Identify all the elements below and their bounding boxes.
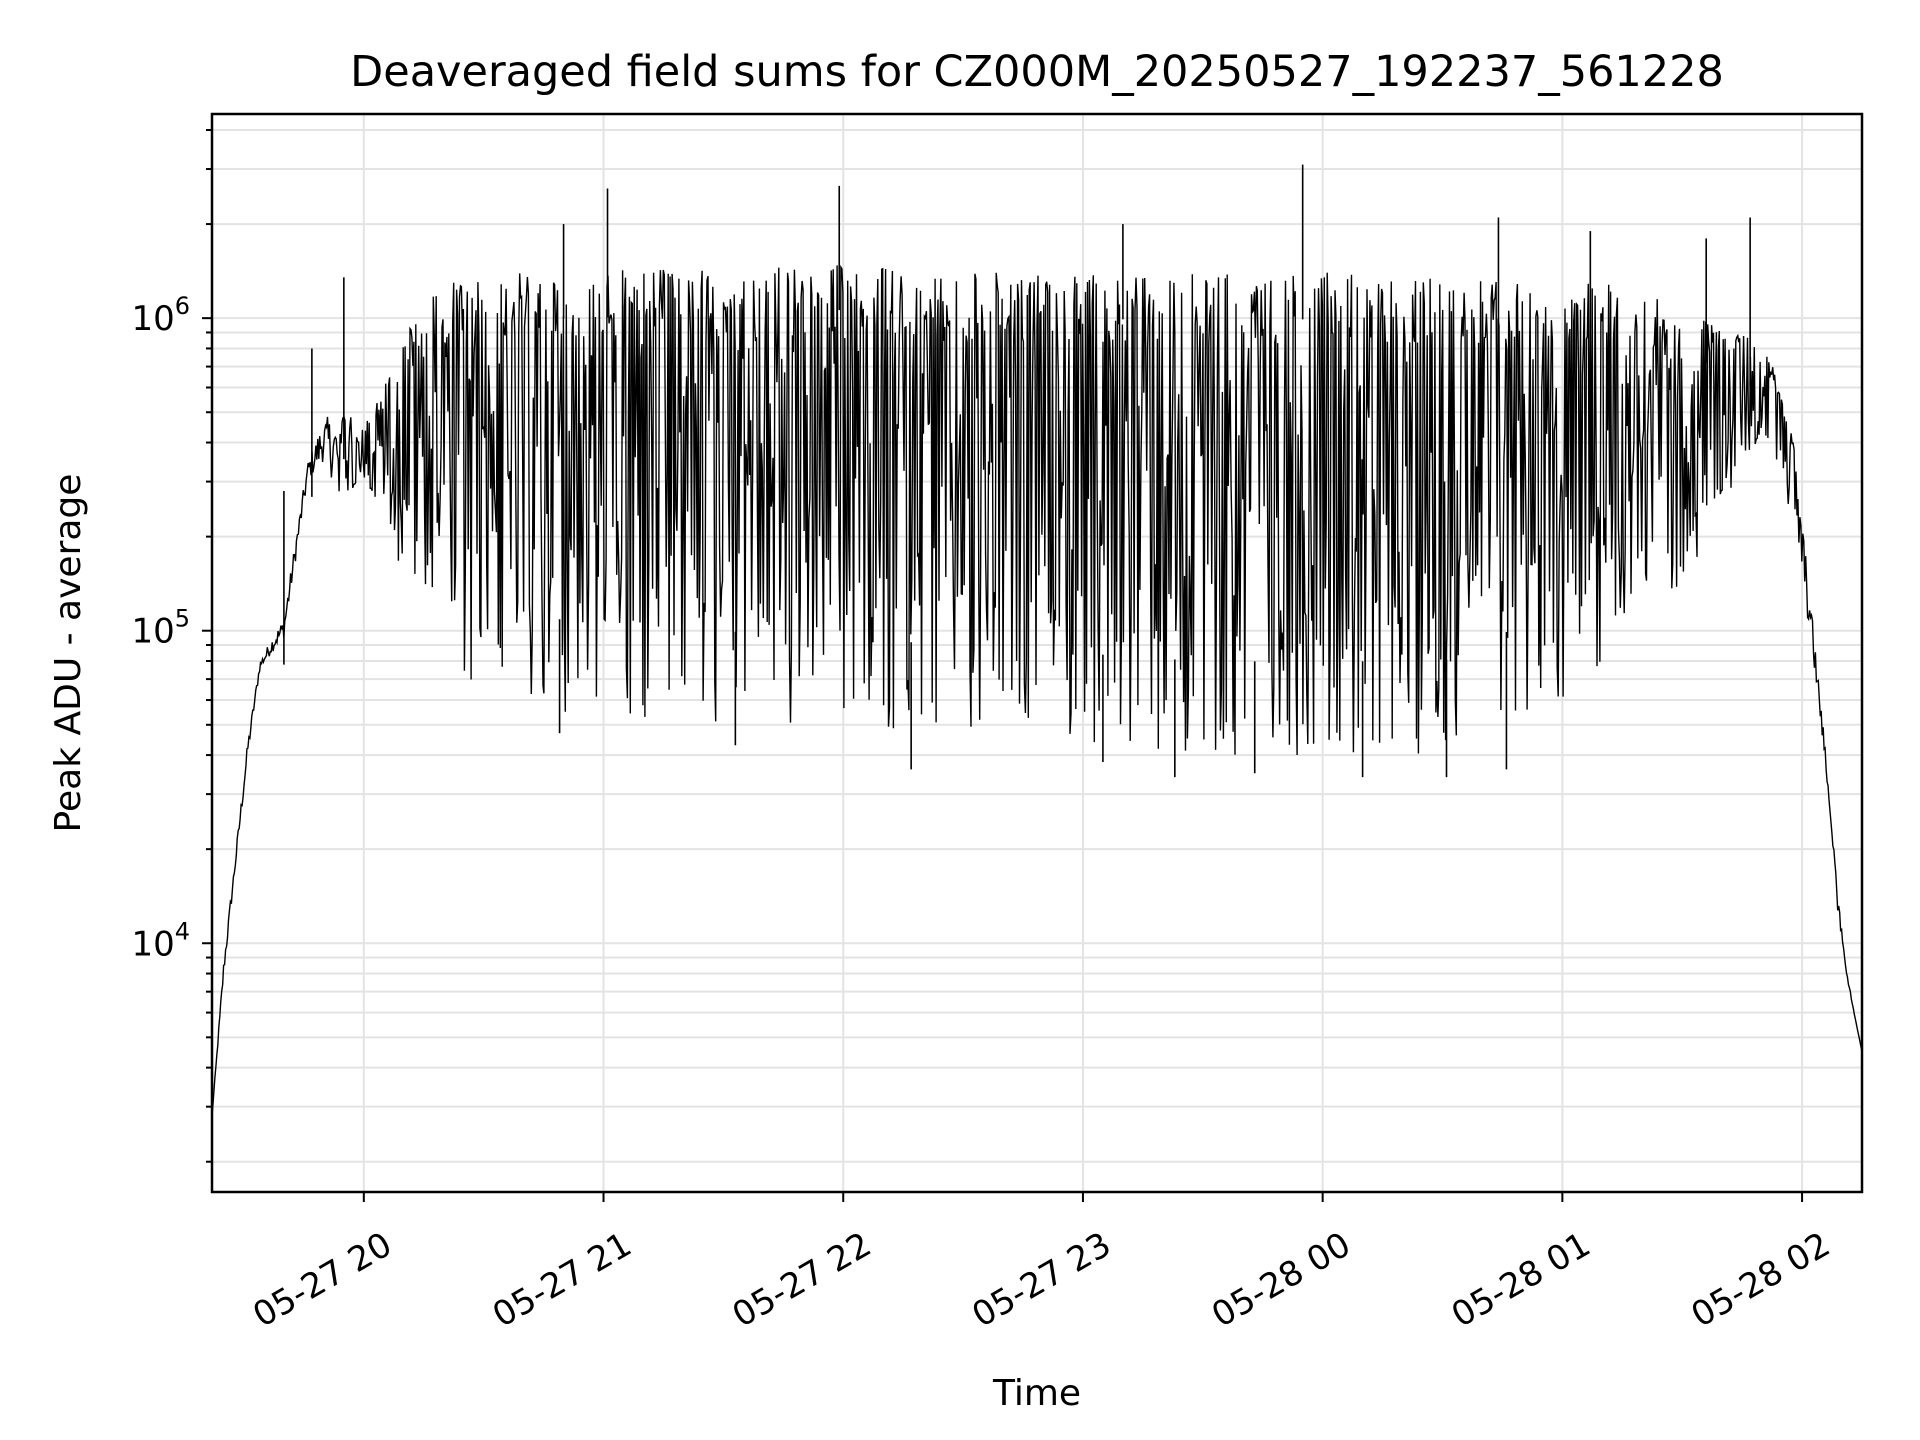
y-axis-label: Peak ADU - average [48, 474, 89, 833]
x-tick-label: 05-27 23 [965, 1225, 1117, 1336]
x-tick-label: 05-28 01 [1445, 1225, 1597, 1336]
data-series [211, 164, 1863, 1117]
chart-title: Deaveraged field sums for CZ000M_2025052… [350, 47, 1724, 97]
plot-frame [210, 112, 1864, 1194]
x-tick-label: 05-27 22 [726, 1225, 878, 1336]
grid-lines [212, 114, 1862, 1192]
x-tick-label: 05-27 20 [246, 1225, 398, 1336]
y-tick-label: 105 [131, 605, 190, 652]
x-axis-label: Time [992, 1373, 1081, 1414]
series-line [211, 264, 1863, 1117]
y-tick-label: 104 [131, 917, 190, 964]
x-tick-label: 05-28 02 [1685, 1225, 1837, 1336]
y-tick-label: 106 [131, 292, 190, 339]
x-tick-label: 05-28 00 [1205, 1225, 1357, 1336]
x-tick-label: 05-27 21 [486, 1225, 638, 1336]
